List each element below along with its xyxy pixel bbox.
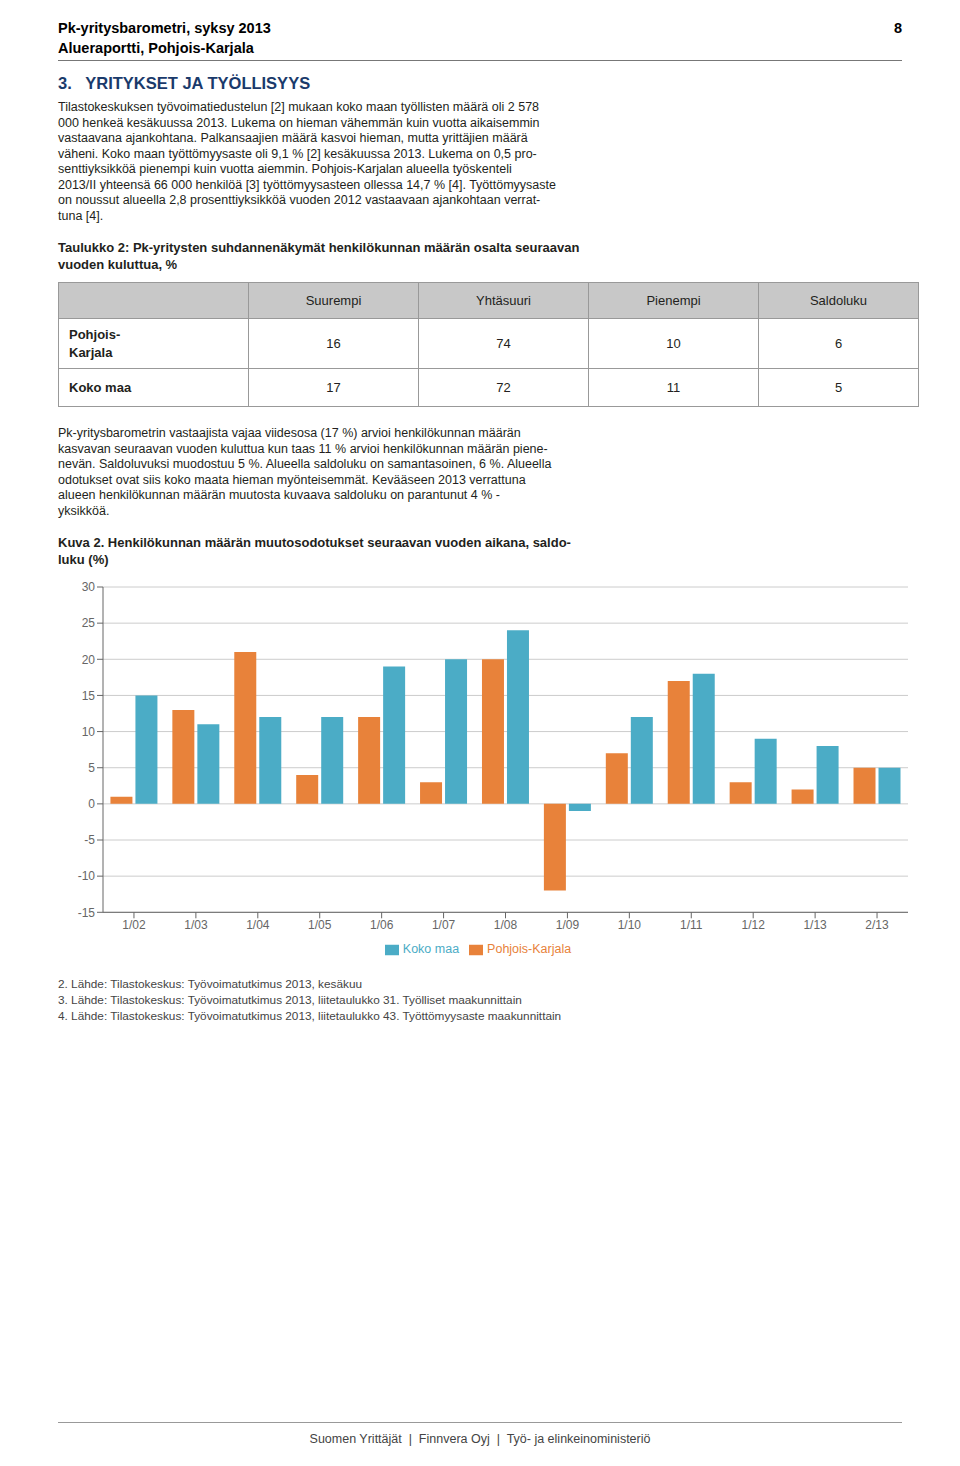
html-text:3. YRITYKSET JA TYÖLLISYYS: 3. YRITYKSET JA TYÖLLISYYS [58, 74, 311, 92]
svg-text:-15: -15 [78, 906, 96, 920]
svg-text:20: 20 [82, 653, 96, 667]
svg-text:1/09: 1/09 [556, 918, 580, 932]
html-text:alueen henkilökunnan määrän mu: alueen henkilökunnan määrän muutosta kuv… [58, 488, 500, 502]
html-text:Pohjois- Karjala: Pohjois- Karjala [69, 327, 121, 360]
html-text:17: 17 [326, 380, 341, 395]
svg-text:-5: -5 [84, 833, 95, 847]
html-text:nevän. Saldoluvuksi muodostuu: nevän. Saldoluvuksi muodostuu 5 %. Aluee… [58, 457, 552, 471]
html-text:Saldoluku: Saldoluku [809, 293, 867, 308]
html-text:8: 8 [893, 20, 902, 36]
svg-text:1/03: 1/03 [184, 918, 208, 932]
html-text:000 henkeä kesäkuussa 2013. Lu: 000 henkeä kesäkuussa 2013. Lukema on hi… [58, 115, 540, 130]
html-text:Pienempi: Pienempi [646, 293, 701, 308]
html-text:senttiyksikköä pienempi kuin v: senttiyksikköä pienempi kuin vuotta aiem… [58, 162, 512, 176]
svg-text:15: 15 [82, 689, 96, 703]
html-text:4. Lähde: Tilastokeskus: Työvo: 4. Lähde: Tilastokeskus: Työvoimatutkimu… [58, 1009, 562, 1023]
svg-text:1/10: 1/10 [618, 918, 642, 932]
html-text:10: 10 [666, 336, 681, 351]
html-text:74: 74 [496, 336, 511, 351]
html-text:6: 6 [834, 336, 843, 351]
html-text:vuoden kuluttua, %: vuoden kuluttua, % [58, 257, 178, 272]
svg-text:1/11: 1/11 [680, 918, 703, 932]
svg-text:10: 10 [82, 725, 96, 739]
svg-text:1/13: 1/13 [803, 918, 827, 932]
html-text:yksikköä.: yksikköä. [58, 503, 110, 518]
svg-text:-10: -10 [78, 869, 96, 883]
html-text:odotukset ovat siis koko maata: odotukset ovat siis koko maata hieman my… [58, 472, 526, 487]
html-text:on noussut alueella 2,8 prosen: on noussut alueella 2,8 prosenttiyksikkö… [58, 193, 541, 207]
html-text:Pk-yritysbarometrin vastaajist: Pk-yritysbarometrin vastaajista vajaa vi… [58, 426, 521, 440]
svg-text:1/02: 1/02 [122, 918, 146, 932]
html-text:2013/II yhteensä 66 000 henkil: 2013/II yhteensä 66 000 henkilöä [3] työ… [58, 177, 556, 192]
html-text:Koko maa: Koko maa [402, 942, 460, 957]
html-text:luku (%): luku (%) [58, 552, 109, 567]
html-text:Pohjois-Karjala: Pohjois-Karjala [487, 942, 572, 957]
html-text:Taulukko 2: Pk-yritysten suhda: Taulukko 2: Pk-yritysten suhdannenäkymät… [58, 240, 580, 255]
html-text:2. Lähde: Tilastokeskus: Työvo: 2. Lähde: Tilastokeskus: Työvoimatutkimu… [58, 977, 362, 991]
html-text:Pk-yritysbarometri, syksy 2013: Pk-yritysbarometri, syksy 2013 [58, 20, 271, 36]
html-text:5: 5 [834, 380, 843, 395]
html-text:Kuva 2. Henkilökunnan määrän m: Kuva 2. Henkilökunnan määrän muutosodotu… [58, 535, 571, 550]
svg-text:0: 0 [88, 797, 95, 811]
svg-text:1/04: 1/04 [246, 918, 270, 932]
html-text:kasvavan seuraavan vuoden kulu: kasvavan seuraavan vuoden kuluttua kun t… [58, 441, 548, 456]
svg-text:5: 5 [88, 761, 95, 775]
svg-text:1/07: 1/07 [432, 918, 456, 932]
html-text:11: 11 [666, 380, 681, 395]
html-text:vastaavana ajankohtana. Palkan: vastaavana ajankohtana. Palkansaajien mä… [58, 131, 528, 145]
html-text:Tilastokeskuksen työvoimatiedu: Tilastokeskuksen työvoimatiedustelun [2]… [58, 100, 539, 114]
html-text:16: 16 [326, 336, 341, 351]
html-text:Koko maa: Koko maa [69, 379, 132, 395]
html-text:tuna [4].: tuna [4]. [58, 208, 104, 223]
svg-text:2/13: 2/13 [865, 918, 889, 932]
html-text:väheni. Koko maan työttömyysas: väheni. Koko maan työttömyysaste oli 9,1… [58, 146, 537, 161]
svg-text:30: 30 [82, 580, 96, 594]
svg-text:1/06: 1/06 [370, 918, 394, 932]
html-text:Suomen Yrittäjät | Finnvera Oy: Suomen Yrittäjät | Finnvera Oyj | Työ- j… [309, 1432, 651, 1446]
html-text:Alueraportti, Pohjois-Karjala: Alueraportti, Pohjois-Karjala [58, 40, 254, 56]
svg-text:1/12: 1/12 [742, 918, 766, 932]
html-text:Yhtäsuuri: Yhtäsuuri [476, 293, 531, 308]
svg-text:1/05: 1/05 [308, 918, 332, 932]
svg-text:1/08: 1/08 [494, 918, 518, 932]
html-text:Suurempi: Suurempi [305, 293, 362, 308]
svg-text:25: 25 [82, 616, 96, 630]
html-text:3. Lähde: Tilastokeskus: Työvo: 3. Lähde: Tilastokeskus: Työvoimatutkimu… [58, 993, 522, 1007]
html-text:72: 72 [496, 380, 511, 395]
